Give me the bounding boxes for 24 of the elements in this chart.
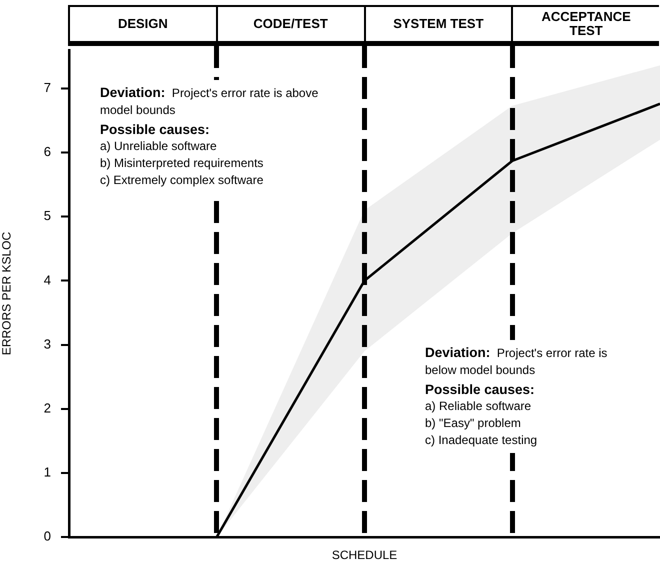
annotation: c) Extremely complex software — [100, 172, 264, 189]
annotation: Possible causes: — [425, 381, 536, 398]
annotation: b) "Easy" problem — [425, 415, 522, 432]
annotation: c) Inadequate testing — [425, 432, 538, 449]
text: ACCEPTANCE TEST — [540, 9, 632, 38]
annotation: Possible causes: — [100, 121, 211, 138]
text: CODE/TEST — [253, 16, 328, 31]
y-tick-label: 4 — [44, 272, 51, 288]
text: SYSTEM TEST — [393, 16, 484, 31]
y-tick-label: 2 — [44, 400, 51, 416]
annotation: b) Misinterpreted requirements — [100, 155, 264, 172]
y-axis-title: ERRORS PER KSLOC — [0, 231, 14, 356]
y-tick-label: 7 — [44, 80, 51, 96]
annotation: a) Reliable software — [425, 398, 532, 415]
text: DESIGN — [118, 16, 168, 31]
annotation: Deviation: Project's error rate is above model bounds — [100, 85, 320, 117]
y-tick-label: 1 — [44, 464, 51, 480]
annotation: a) Unreliable software — [100, 138, 218, 155]
y-tick-label: 5 — [44, 208, 51, 224]
x-axis-title: SCHEDULE — [332, 548, 398, 562]
y-tick-label: 0 — [44, 528, 51, 544]
y-tick-label: 3 — [44, 336, 51, 352]
annotation: Deviation: Project's error rate is below model bounds — [425, 345, 608, 377]
y-tick-label: 6 — [44, 144, 51, 160]
